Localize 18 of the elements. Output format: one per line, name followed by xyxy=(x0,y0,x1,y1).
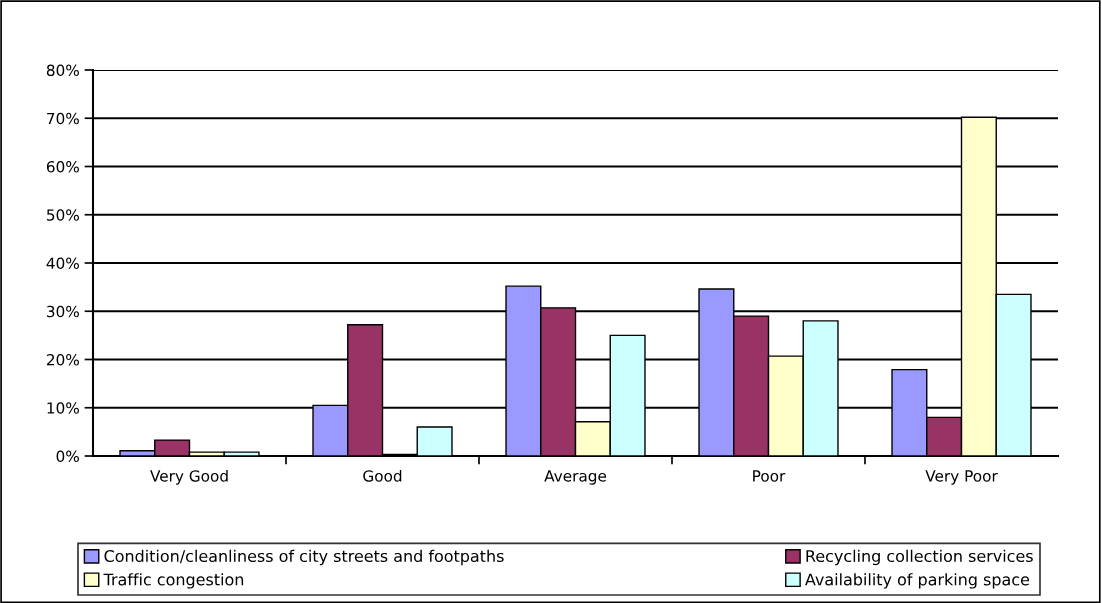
x-tick-label: Poor xyxy=(753,470,786,482)
y-tick-label: 0% xyxy=(56,450,79,463)
legend-label: Condition/cleanliness of city streets and footpaths xyxy=(104,549,504,566)
legend-label: Traffic congestion xyxy=(103,573,244,589)
y-tick-label: 10% xyxy=(47,402,79,414)
y-tick-label: 30% xyxy=(47,305,79,318)
y-tick-label: 70% xyxy=(47,112,79,125)
y-tick-label: 60% xyxy=(46,160,79,173)
legend-label: Recycling collection services xyxy=(806,549,1033,566)
legend-label: Availability of parking space xyxy=(805,573,1030,589)
y-tick-label: 50% xyxy=(47,209,79,221)
x-tick-label: Average xyxy=(544,470,607,485)
x-tick-label: Very Poor xyxy=(925,470,998,485)
x-tick-label: Good xyxy=(363,469,402,482)
y-tick-label: 20% xyxy=(46,353,79,366)
x-tick-label: Very Good xyxy=(150,469,228,485)
y-tick-label: 80% xyxy=(46,64,79,77)
y-tick-label: 40% xyxy=(46,257,79,270)
